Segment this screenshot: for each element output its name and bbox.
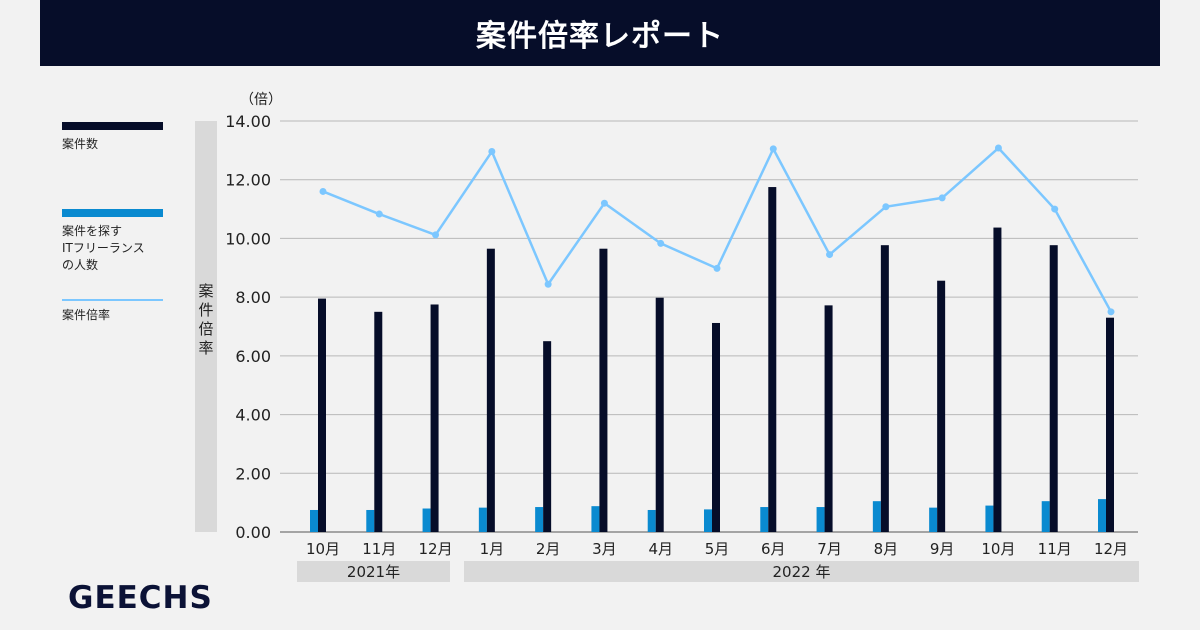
bar-freelancers: [535, 507, 544, 532]
ratio-point: [488, 148, 496, 156]
ratio-line: [322, 146, 1113, 313]
legend-item-jobs: 案件数: [62, 122, 163, 153]
x-tick-label: 3月: [592, 540, 617, 558]
ratio-point: [657, 239, 665, 247]
legend-item-freelancers: 案件を探す ITフリーランス の人数: [62, 209, 163, 274]
bar-jobs: [318, 298, 326, 532]
x-tick-label: 10月: [981, 540, 1015, 558]
legend-swatch-jobs: [62, 122, 163, 130]
bar-jobs: [655, 297, 664, 532]
year-label-2021: 2021年: [346, 563, 401, 581]
ratio-point: [432, 231, 440, 239]
geechs-logo: GEECHS: [68, 580, 213, 616]
x-tick-label: 12月: [1094, 540, 1128, 558]
bar-freelancers: [985, 505, 994, 532]
bar-jobs: [543, 341, 552, 532]
bar-jobs: [993, 227, 1002, 533]
bar-freelancers: [704, 509, 712, 532]
bar-freelancers: [816, 507, 825, 532]
ratio-point: [769, 145, 777, 153]
x-tick-label: 10月: [306, 540, 340, 558]
bar-freelancers: [591, 506, 600, 532]
x-tick-label: 6月: [761, 540, 786, 558]
bar-freelancers: [1098, 499, 1106, 532]
page-title: 案件倍率レポート: [476, 19, 724, 54]
bar-jobs: [768, 187, 777, 532]
bar-freelancers: [1041, 501, 1050, 532]
report-header: 案件倍率レポート: [40, 0, 1160, 66]
ratio-point: [544, 280, 552, 288]
year-band-2021: 2021年: [297, 561, 450, 582]
x-tick-label: 9月: [930, 540, 955, 558]
bar-jobs: [824, 305, 833, 532]
x-tick-label: 12月: [419, 540, 453, 558]
year-label-2022: 2022 年: [772, 563, 831, 581]
bar-jobs: [1106, 317, 1114, 532]
y-tick-label: 10.00: [225, 229, 271, 248]
ratio-point: [882, 203, 890, 211]
x-tick-label: 7月: [817, 540, 842, 558]
bar-freelancers: [872, 501, 881, 532]
bar-freelancers: [478, 507, 487, 532]
y-axis-label-band: [195, 121, 217, 532]
ratio-point: [994, 144, 1002, 152]
legend-item-ratio: 案件倍率: [62, 299, 163, 324]
ratio-point: [1107, 308, 1115, 316]
bar-freelancers: [760, 507, 769, 532]
year-band-2022: 2022 年: [464, 561, 1139, 582]
y-tick-label: 12.00: [225, 171, 271, 190]
x-tick-label: 8月: [874, 540, 899, 558]
legend-label-freelancers: 案件を探す ITフリーランス の人数: [62, 224, 145, 272]
bar-jobs: [599, 248, 608, 533]
legend-label-jobs: 案件数: [62, 137, 99, 151]
legend-swatch-ratio: [62, 299, 163, 301]
ratio-point: [938, 194, 946, 202]
x-tick-label: 1月: [480, 540, 505, 558]
y-tick-label: 14.00: [225, 112, 271, 131]
ratio-point: [375, 210, 383, 218]
x-tick-label: 11月: [362, 540, 396, 558]
bar-freelancers: [366, 509, 375, 532]
bar-jobs: [1049, 245, 1058, 532]
y-axis-unit: （倍）: [240, 92, 282, 108]
bar-jobs: [712, 322, 720, 532]
bar-jobs: [880, 245, 889, 532]
ratio-point: [600, 199, 608, 207]
legend-swatch-freelancers: [62, 209, 163, 217]
ratio-point: [1051, 205, 1059, 213]
bar-jobs: [430, 304, 439, 532]
x-tick-label: 5月: [705, 540, 730, 558]
x-tick-label: 11月: [1038, 540, 1072, 558]
y-tick-label: 6.00: [235, 347, 271, 366]
bar-freelancers: [647, 509, 656, 532]
bar-freelancers: [310, 509, 318, 532]
ratio-point: [319, 187, 327, 195]
ratio-point: [826, 251, 834, 259]
y-tick-label: 8.00: [235, 288, 271, 307]
legend-label-ratio: 案件倍率: [62, 308, 111, 322]
ratio-point: [713, 264, 721, 272]
y-tick-label: 0.00: [235, 523, 271, 542]
bar-jobs: [374, 311, 383, 532]
bar-jobs: [486, 248, 495, 533]
bar-jobs: [937, 280, 946, 532]
y-tick-label: 4.00: [235, 406, 271, 425]
bar-freelancers: [422, 508, 431, 532]
x-tick-label: 2月: [536, 540, 561, 558]
x-tick-label: 4月: [648, 540, 673, 558]
bar-freelancers: [929, 507, 938, 532]
y-tick-label: 2.00: [235, 464, 271, 483]
y-axis-label: 案件倍率: [198, 282, 214, 357]
